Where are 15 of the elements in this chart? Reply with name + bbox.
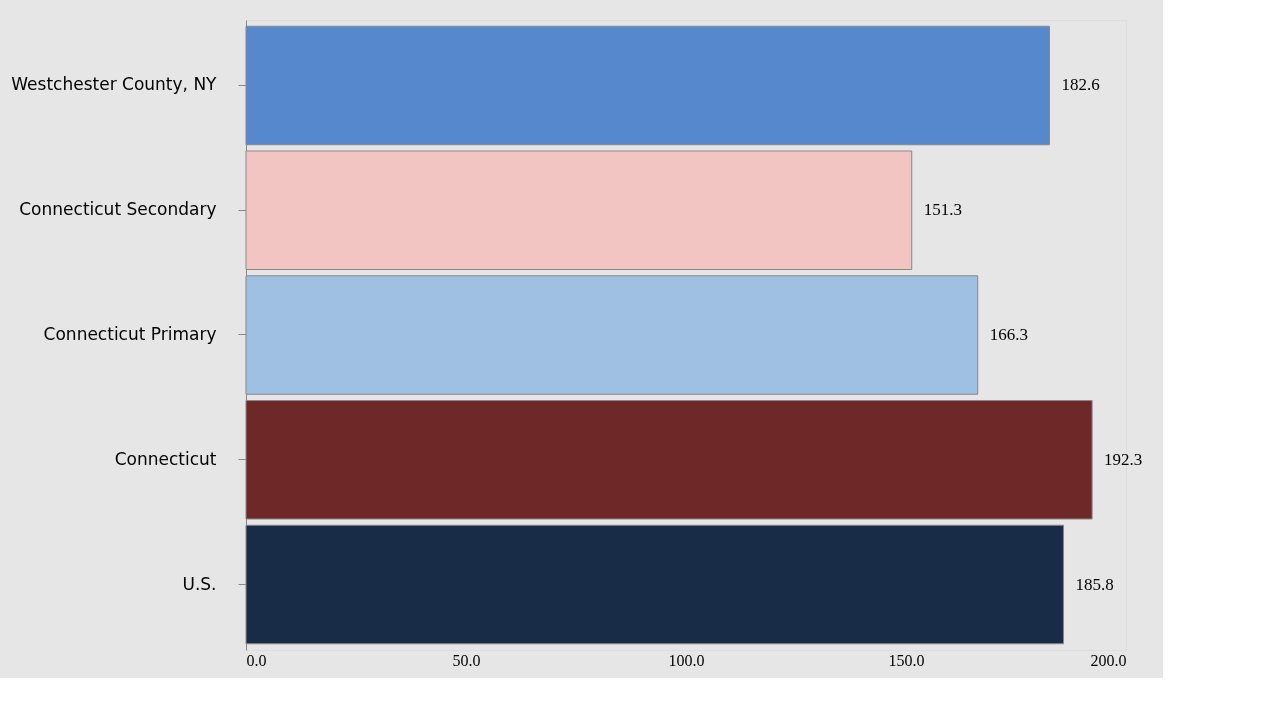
x-tick-label: 100.0 <box>668 651 705 669</box>
y-tick-label: Connecticut Primary <box>43 324 217 344</box>
y-tick-label: Connecticut Secondary <box>19 199 217 220</box>
y-tick-label: Westchester County, NY <box>11 74 218 95</box>
x-tick-label: 200.0 <box>1090 651 1127 669</box>
x-tick-label: 50.0 <box>452 651 481 669</box>
y-tick-label: U.S. <box>182 573 217 594</box>
y-tick-label: Connecticut <box>114 448 217 469</box>
data-label: 151.3 <box>923 200 962 220</box>
data-label: 166.3 <box>989 325 1028 344</box>
data-label: 185.8 <box>1075 574 1114 594</box>
x-tick-label: 150.0 <box>888 651 925 669</box>
data-label: 192.3 <box>1104 449 1143 469</box>
x-tick-label: 0.0 <box>246 651 267 669</box>
data-label: 182.6 <box>1061 75 1100 95</box>
